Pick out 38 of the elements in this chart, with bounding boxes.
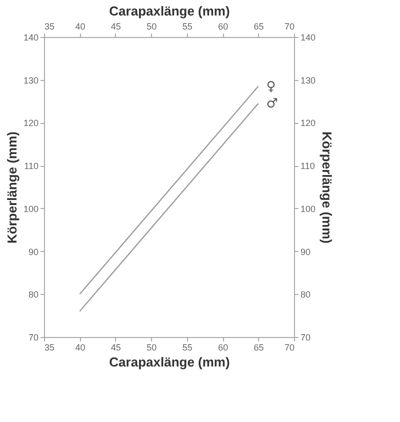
- x2-tick-label: 65: [254, 22, 264, 32]
- y-tick-label: 90: [28, 246, 38, 257]
- y-tick-label: 130: [23, 75, 38, 86]
- y-tick-label: 110: [24, 161, 38, 172]
- x-tick-label: 60: [218, 342, 228, 352]
- x2-tick-label: 35: [44, 22, 55, 32]
- y2-tick-label: 90: [300, 246, 311, 257]
- y-tick-label: 100: [23, 204, 38, 214]
- y2-tick-label: 80: [300, 290, 311, 300]
- x-tick-label: 70: [284, 342, 294, 352]
- y2-tick-label: 130: [300, 75, 316, 86]
- x-tick-label: 55: [182, 342, 192, 352]
- y-tick-label: 70: [28, 332, 38, 342]
- x2-tick-label: 45: [110, 22, 121, 32]
- y2-tick-label: 70: [300, 332, 311, 342]
- y2-tick-label: 100: [300, 204, 316, 214]
- y-tick-label: 80: [28, 290, 38, 300]
- x-tick-label: 45: [110, 342, 121, 352]
- x2-tick-label: 50: [146, 22, 157, 32]
- x2-axis-title: Carapaxlänge (mm): [109, 4, 230, 18]
- series-label: ♂: [266, 96, 278, 112]
- x2-tick-label: 60: [218, 22, 228, 32]
- x-tick-label: 40: [75, 342, 86, 352]
- y-tick-label: 140: [23, 32, 38, 42]
- legend-label: ♀: [266, 79, 276, 94]
- x2-tick-label: 70: [284, 22, 294, 32]
- x-tick-label: 65: [254, 342, 264, 352]
- x2-tick-label: 55: [182, 22, 192, 32]
- y-tick-label: 120: [23, 118, 38, 128]
- y-axis-title: Körperlänge (mm): [4, 132, 20, 244]
- x-tick-label: 35: [44, 342, 55, 352]
- y2-axis-title: Körperlänge (mm): [320, 132, 335, 244]
- y2-tick-label: 120: [300, 118, 316, 128]
- x2-tick-label: 40: [75, 22, 86, 32]
- y2-tick-label: 140: [300, 32, 316, 42]
- x-tick-label: 50: [146, 342, 157, 352]
- y2-tick-label: 110: [300, 161, 315, 172]
- x-axis-title: Carapaxlänge (mm): [109, 354, 230, 370]
